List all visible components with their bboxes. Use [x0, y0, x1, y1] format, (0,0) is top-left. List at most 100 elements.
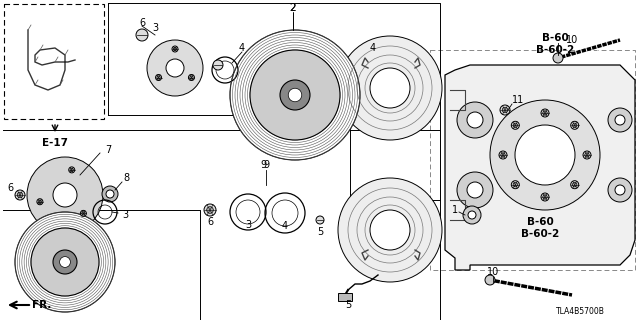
Circle shape [573, 123, 577, 127]
Bar [430, 50, 635, 270]
Circle shape [515, 125, 575, 185]
Circle shape [463, 206, 481, 224]
Circle shape [188, 75, 195, 81]
Circle shape [156, 75, 161, 81]
Circle shape [511, 181, 519, 189]
Circle shape [490, 100, 600, 210]
Circle shape [38, 200, 42, 204]
Circle shape [81, 210, 86, 216]
Circle shape [541, 109, 549, 117]
Text: 4: 4 [282, 221, 288, 231]
Circle shape [15, 212, 115, 312]
Circle shape [513, 182, 518, 187]
Circle shape [27, 157, 103, 233]
Text: B-60: B-60 [527, 217, 554, 227]
Bar [4, 4, 104, 119]
Circle shape [338, 178, 442, 282]
Circle shape [502, 107, 508, 113]
Circle shape [106, 190, 114, 198]
Circle shape [583, 151, 591, 159]
Circle shape [585, 153, 589, 157]
Text: TLA4B5700B: TLA4B5700B [556, 308, 604, 316]
Text: 9: 9 [263, 160, 269, 170]
Circle shape [53, 183, 77, 207]
Circle shape [53, 250, 77, 274]
Circle shape [608, 178, 632, 202]
Circle shape [500, 105, 510, 115]
Circle shape [541, 193, 549, 201]
Text: 3: 3 [152, 23, 158, 33]
Circle shape [573, 182, 577, 187]
Text: 2: 2 [290, 3, 296, 13]
Circle shape [615, 115, 625, 125]
Circle shape [102, 186, 118, 202]
Circle shape [543, 195, 547, 199]
Circle shape [213, 60, 223, 70]
Circle shape [543, 111, 547, 115]
Circle shape [288, 88, 301, 102]
Circle shape [370, 210, 410, 250]
Circle shape [173, 47, 177, 51]
Bar [338, 293, 352, 301]
Text: 5: 5 [317, 227, 323, 237]
Circle shape [511, 121, 519, 129]
Circle shape [457, 172, 493, 208]
Text: E-17: E-17 [42, 138, 68, 148]
Text: 10: 10 [566, 35, 578, 45]
Text: B-60: B-60 [541, 33, 568, 43]
Circle shape [207, 207, 213, 213]
Text: B-60-2: B-60-2 [521, 229, 559, 239]
Circle shape [68, 167, 75, 173]
Circle shape [513, 123, 518, 127]
Circle shape [190, 76, 193, 79]
Text: 6: 6 [139, 18, 145, 28]
Circle shape [615, 185, 625, 195]
Circle shape [338, 36, 442, 140]
Circle shape [157, 76, 160, 79]
Circle shape [467, 112, 483, 128]
Circle shape [204, 204, 216, 216]
Circle shape [82, 212, 85, 215]
Circle shape [571, 121, 579, 129]
Text: 9: 9 [260, 160, 266, 170]
Circle shape [467, 182, 483, 198]
Circle shape [147, 40, 203, 96]
Text: FR.: FR. [32, 300, 52, 310]
Circle shape [70, 168, 74, 172]
Circle shape [31, 228, 99, 296]
Circle shape [60, 257, 70, 268]
Circle shape [608, 108, 632, 132]
Circle shape [468, 211, 476, 219]
Text: 3: 3 [245, 220, 251, 230]
Polygon shape [445, 65, 635, 270]
Text: 2: 2 [290, 3, 296, 13]
Circle shape [17, 192, 23, 198]
Circle shape [370, 68, 410, 108]
Text: 6: 6 [7, 183, 13, 193]
Text: 4: 4 [370, 43, 376, 53]
Circle shape [457, 102, 493, 138]
Circle shape [280, 80, 310, 110]
Circle shape [571, 181, 579, 189]
Text: 11: 11 [512, 95, 524, 105]
Text: 4: 4 [239, 43, 245, 53]
Text: 10: 10 [487, 267, 499, 277]
Circle shape [172, 46, 178, 52]
Circle shape [316, 216, 324, 224]
Text: 3: 3 [122, 210, 128, 220]
Circle shape [15, 190, 25, 200]
Circle shape [37, 199, 43, 205]
Circle shape [136, 29, 148, 41]
Text: 5: 5 [345, 300, 351, 310]
Text: B-60-2: B-60-2 [536, 45, 574, 55]
Circle shape [250, 50, 340, 140]
Text: 7: 7 [105, 145, 111, 155]
Text: 8: 8 [123, 173, 129, 183]
Circle shape [166, 59, 184, 77]
Text: 1: 1 [452, 205, 458, 215]
Circle shape [499, 151, 507, 159]
Circle shape [485, 275, 495, 285]
Text: 6: 6 [207, 217, 213, 227]
Circle shape [501, 153, 505, 157]
Circle shape [230, 30, 360, 160]
